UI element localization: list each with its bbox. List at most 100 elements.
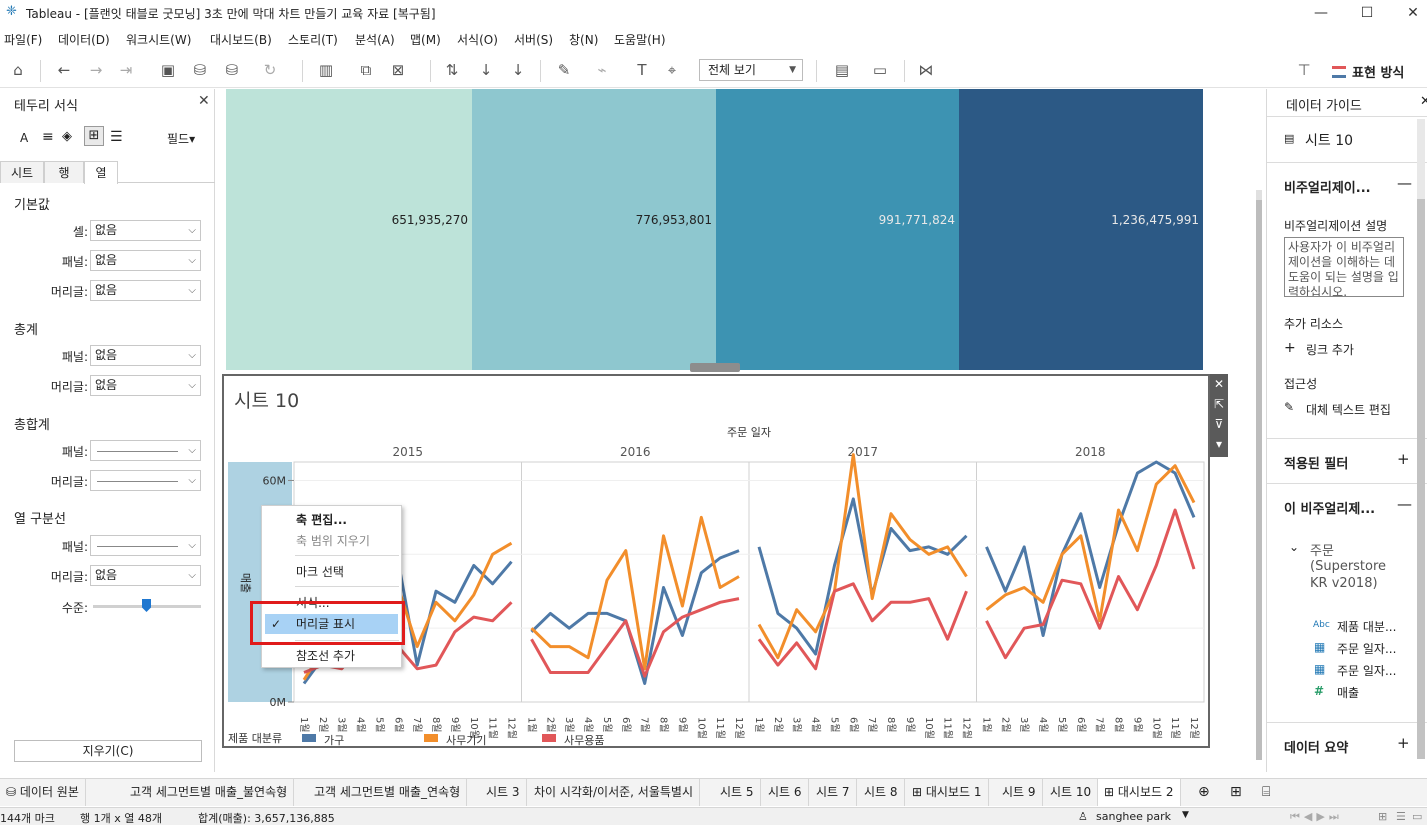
- replay-icon[interactable]: ⇥: [119, 61, 133, 79]
- month-label[interactable]: 7월: [1094, 717, 1106, 733]
- lines-icon[interactable]: ☰: [110, 129, 123, 145]
- series-line-가구[interactable]: [757, 497, 968, 656]
- field-order-date-1[interactable]: 주문 일자...: [1337, 642, 1397, 656]
- totals-pane-select[interactable]: 없음 ⌵: [90, 345, 201, 366]
- tab-sheet[interactable]: 시트: [0, 161, 44, 183]
- tab-columns[interactable]: 열: [84, 161, 118, 184]
- tab-sheet-7[interactable]: 시트 7: [810, 779, 857, 806]
- status-user[interactable]: sanghee park: [1096, 810, 1172, 823]
- month-label[interactable]: 5월: [828, 717, 840, 733]
- month-label[interactable]: 6월: [620, 717, 632, 733]
- pause-updates-icon[interactable]: ⛁: [225, 61, 239, 79]
- month-label[interactable]: 7월: [411, 717, 423, 733]
- menu-edit-axis[interactable]: 축 편집...: [296, 513, 347, 527]
- month-label[interactable]: 12월: [961, 717, 973, 739]
- labels-icon[interactable]: T: [637, 61, 647, 79]
- new-dashboard-tab-icon[interactable]: ⊞: [1230, 784, 1242, 800]
- divider-header-select[interactable]: 없음 ⌵: [90, 565, 201, 586]
- chevron-down-icon[interactable]: ▼: [1182, 810, 1189, 820]
- month-label[interactable]: 7월: [639, 717, 651, 733]
- month-label[interactable]: 6월: [1075, 717, 1087, 733]
- month-label[interactable]: 4월: [1037, 717, 1049, 733]
- month-label[interactable]: 10월: [695, 717, 707, 739]
- month-label[interactable]: 9월: [676, 717, 688, 733]
- month-label[interactable]: 2월: [999, 717, 1011, 733]
- series-line-사무용품[interactable]: [303, 601, 513, 674]
- home-icon[interactable]: ⌂: [13, 61, 23, 79]
- menu-worksheet[interactable]: 워크시트(W): [126, 33, 192, 47]
- month-label[interactable]: 3월: [791, 717, 803, 733]
- minimize-button[interactable]: —: [1314, 5, 1328, 21]
- menu-story[interactable]: 스토리(T): [288, 33, 338, 47]
- month-label[interactable]: 4월: [582, 717, 594, 733]
- menu-clear-axis-range[interactable]: 축 범위 지우기: [296, 534, 370, 548]
- tab-sheet-10[interactable]: 시트 10: [1044, 779, 1099, 806]
- menu-server[interactable]: 서버(S): [514, 33, 554, 47]
- grand-totals-header-select[interactable]: ⌵: [90, 470, 201, 491]
- collapse-icon[interactable]: —: [1397, 174, 1412, 192]
- new-worksheet-tab-icon[interactable]: ⊕: [1198, 784, 1210, 800]
- month-label[interactable]: 9월: [904, 717, 916, 733]
- maximize-button[interactable]: ☐: [1360, 5, 1374, 21]
- month-label[interactable]: 8월: [885, 717, 897, 733]
- expand-icon[interactable]: +: [1397, 734, 1410, 752]
- menu-add-reference-line[interactable]: 참조선 추가: [296, 649, 356, 663]
- data-summary-title[interactable]: 데이터 요약: [1284, 741, 1349, 756]
- menu-window[interactable]: 창(N): [569, 33, 599, 47]
- new-datasource-icon[interactable]: ⛁: [193, 61, 207, 79]
- fields-dropdown[interactable]: 필드▾: [167, 132, 196, 146]
- legend-swatch[interactable]: [424, 734, 438, 742]
- tab-sheet-9[interactable]: 시트 9: [996, 779, 1043, 806]
- group-icon[interactable]: ⌁: [597, 61, 607, 79]
- month-label[interactable]: 1월: [981, 717, 993, 733]
- show-me-button[interactable]: 표현 방식: [1352, 66, 1405, 81]
- month-label[interactable]: 5월: [373, 717, 385, 733]
- highlight-icon[interactable]: ✎: [557, 61, 571, 79]
- series-line-사무용품[interactable]: [985, 508, 1196, 660]
- totals-header-select[interactable]: 없음 ⌵: [90, 375, 201, 396]
- legend-label[interactable]: 사무용품: [564, 734, 604, 746]
- level-slider-thumb[interactable]: [142, 599, 151, 612]
- menu-data[interactable]: 데이터(D): [58, 33, 110, 47]
- series-line-사무기기[interactable]: [985, 464, 1196, 623]
- month-label[interactable]: 3월: [563, 717, 575, 733]
- tab-sheet-3[interactable]: 시트 3: [480, 779, 527, 806]
- month-label[interactable]: 11월: [714, 717, 726, 739]
- pane-border-select[interactable]: 없음 ⌵: [90, 250, 201, 271]
- refresh-icon[interactable]: ↻: [263, 61, 277, 79]
- clear-button[interactable]: 지우기(C): [14, 740, 202, 762]
- field-order-date-2[interactable]: 주문 일자...: [1337, 664, 1397, 678]
- list-view-icon[interactable]: ☰: [1396, 810, 1406, 823]
- month-label[interactable]: 7월: [866, 717, 878, 733]
- month-label[interactable]: 10월: [1150, 717, 1162, 739]
- tab-segment-continuous[interactable]: 고객 세그먼트별 매출_연속형: [308, 779, 468, 806]
- tab-sheet-5[interactable]: 시트 5: [714, 779, 761, 806]
- month-label[interactable]: 2월: [772, 717, 784, 733]
- plus-icon[interactable]: +: [1284, 340, 1296, 356]
- resize-handle[interactable]: [690, 363, 740, 372]
- view-size-dropdown[interactable]: 전체 보기 ▼: [699, 59, 803, 81]
- month-label[interactable]: 1월: [298, 717, 310, 733]
- month-label[interactable]: 12월: [1188, 717, 1200, 739]
- scrollbar-thumb[interactable]: [1256, 200, 1262, 760]
- pin-icon[interactable]: ⌖: [667, 61, 677, 79]
- month-label[interactable]: 8월: [430, 717, 442, 733]
- month-label[interactable]: 5월: [1056, 717, 1068, 733]
- tab-dashboard-2[interactable]: ⊞ 대시보드 2: [1098, 779, 1181, 806]
- filter-icon[interactable]: ⊽: [1214, 417, 1224, 431]
- top-tile-1[interactable]: [226, 89, 472, 370]
- month-label[interactable]: 11월: [487, 717, 499, 739]
- menu-select-marks[interactable]: 마크 선택: [296, 565, 344, 579]
- viz-description-input[interactable]: 사용자가 이 비주얼리제이션을 이해하는 데 도움이 되는 설명을 입력하십시오…: [1284, 237, 1404, 297]
- duplicate-icon[interactable]: ⧉: [360, 61, 372, 79]
- month-label[interactable]: 5월: [601, 717, 613, 733]
- legend-label[interactable]: 사무기기: [446, 734, 486, 746]
- month-label[interactable]: 10월: [923, 717, 935, 739]
- top-tile-2[interactable]: [472, 89, 716, 370]
- tab-sheet-8[interactable]: 시트 8: [858, 779, 905, 806]
- presentation-icon[interactable]: ▭: [872, 61, 888, 79]
- menu-help[interactable]: 도움말(H): [614, 33, 666, 47]
- collapse-icon[interactable]: —: [1397, 495, 1412, 513]
- close-window-button[interactable]: ✕: [1407, 5, 1419, 21]
- month-label[interactable]: 11월: [942, 717, 954, 739]
